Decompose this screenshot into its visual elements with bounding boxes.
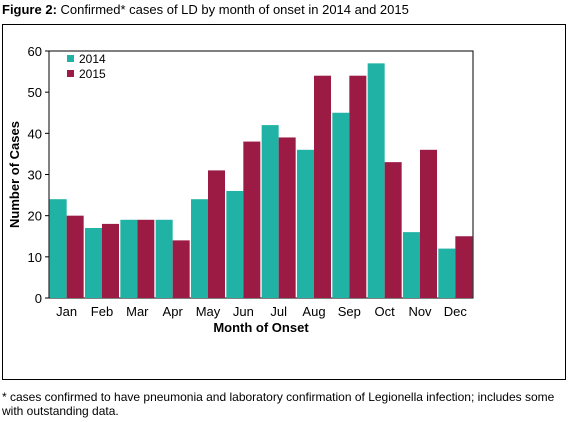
bar-2014-jul — [261, 125, 279, 298]
legend-label-2014: 2014 — [79, 52, 106, 66]
y-tick-label: 50 — [28, 85, 42, 100]
bar-2014-nov — [403, 232, 420, 298]
y-tick-label: 40 — [28, 126, 42, 141]
bar-2014-apr — [155, 219, 173, 298]
x-axis-label: Month of Onset — [213, 320, 309, 335]
y-tick-label: 60 — [28, 44, 42, 59]
bar-2015-jul — [278, 137, 296, 298]
bar-2015-dec — [455, 236, 473, 298]
bar-2015-may — [208, 170, 225, 298]
x-tick-label: Aug — [302, 304, 325, 319]
x-tick-label: Jun — [233, 304, 254, 319]
bar-2015-jun — [243, 141, 261, 298]
figure-title: Figure 2: Confirmed* cases of LD by mont… — [2, 2, 409, 17]
x-tick-label: Mar — [126, 304, 149, 319]
x-tick-label: Nov — [408, 304, 432, 319]
bar-2015-aug — [314, 75, 331, 298]
bar-2015-oct — [384, 162, 402, 298]
bar-2015-jan — [66, 215, 84, 298]
x-tick-label: Oct — [375, 304, 396, 319]
bar-2015-apr — [172, 240, 190, 298]
y-tick-label: 0 — [35, 291, 42, 306]
bar-2015-sep — [349, 75, 367, 298]
x-tick-label: Dec — [444, 304, 468, 319]
legend-swatch-2015 — [67, 70, 74, 77]
bar-2014-feb — [85, 228, 102, 298]
x-tick-label: Jan — [56, 304, 77, 319]
bar-2014-dec — [438, 248, 456, 298]
y-axis-label: Number of Cases — [7, 121, 22, 228]
figure-title-text: Confirmed* cases of LD by month of onset… — [56, 2, 409, 17]
bar-2014-oct — [367, 63, 385, 298]
bar-2015-feb — [102, 223, 119, 298]
bar-chart: 0 10 20 30 40 50 60 Jan Feb Mar Apr May Jun Jul Aug Se… — [7, 44, 474, 335]
bar-2014-jun — [226, 190, 244, 298]
x-tick-label: Jul — [270, 304, 287, 319]
bar-2014-mar — [120, 219, 138, 298]
y-tick-label: 10 — [28, 250, 42, 265]
x-tick-label: Feb — [91, 304, 113, 319]
bar-2014-may — [191, 199, 208, 298]
x-tick-label: Sep — [338, 304, 361, 319]
y-axis: 0 10 20 30 40 50 60 — [28, 44, 474, 306]
y-tick-label: 20 — [28, 209, 42, 224]
x-tick-label: Apr — [163, 304, 184, 319]
x-tick-label: May — [196, 304, 221, 319]
bar-2014-aug — [297, 149, 314, 298]
figure-title-prefix: Figure 2: — [2, 2, 57, 17]
y-tick-label: 30 — [28, 168, 42, 183]
bars — [49, 63, 473, 298]
legend-label-2015: 2015 — [79, 67, 106, 81]
legend-swatch-2014 — [67, 55, 74, 62]
bar-2015-mar — [137, 219, 155, 298]
bar-2014-jan — [49, 199, 67, 298]
bar-2015-nov — [420, 149, 437, 298]
bar-2014-sep — [332, 112, 350, 298]
chart-frame: 0 10 20 30 40 50 60 Jan Feb Mar Apr May Jun Jul Aug Se… — [2, 24, 566, 380]
footnote: * cases confirmed to have pneumonia and … — [2, 390, 555, 418]
x-axis: Jan Feb Mar Apr May Jun Jul Aug Sep Oct Nov Dec — [56, 304, 467, 319]
